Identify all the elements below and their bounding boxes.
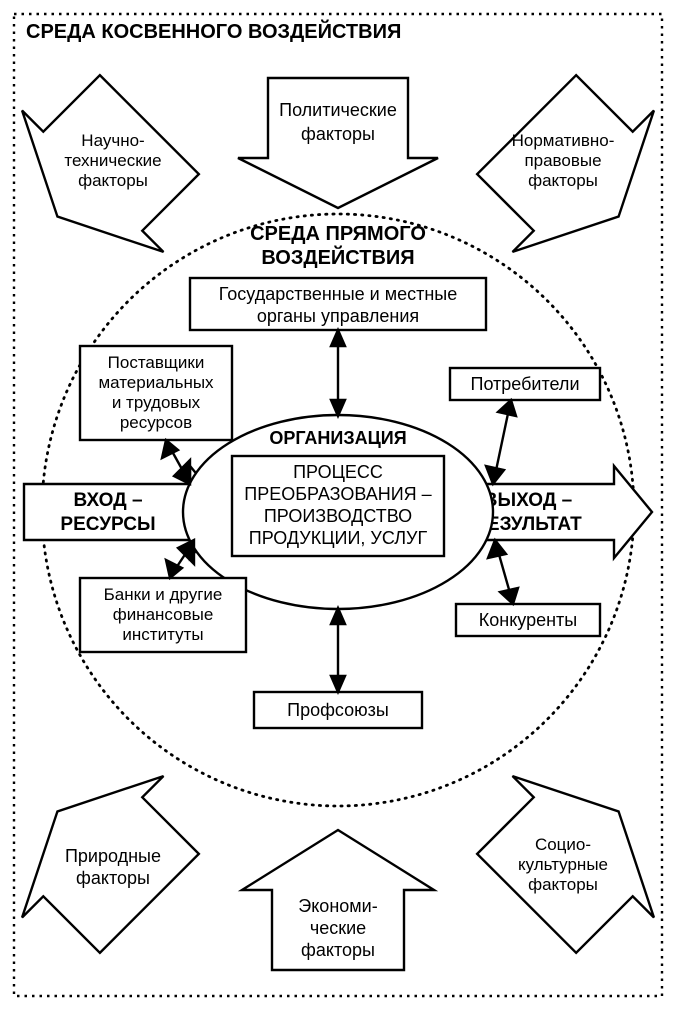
svg-text:ресурсов: ресурсов — [120, 413, 192, 432]
svg-text:ческие: ческие — [310, 918, 366, 938]
diagram-svg: СРЕДА КОСВЕННОГО ВОЗДЕЙСТВИЯ СРЕДА ПРЯМО… — [0, 0, 676, 1010]
svg-text:институты: институты — [122, 625, 203, 644]
svg-text:Научно-: Научно- — [81, 131, 144, 150]
svg-text:факторы: факторы — [301, 124, 375, 144]
direct-env-title-2: ВОЗДЕЙСТВИЯ — [261, 245, 414, 269]
box-banks: Банки и другие финансовые институты — [80, 578, 246, 652]
box-government: Государственные и местные органы управле… — [190, 278, 486, 330]
svg-text:финансовые: финансовые — [113, 605, 214, 624]
svg-text:Потребители: Потребители — [471, 374, 580, 394]
svg-text:факторы: факторы — [78, 171, 148, 190]
svg-text:факторы: факторы — [76, 868, 150, 888]
svg-text:ВЫХОД –: ВЫХОД – — [484, 490, 572, 511]
svg-text:материальных: материальных — [98, 373, 214, 392]
box-competitors: Конкуренты — [456, 604, 600, 636]
svg-text:Экономи-: Экономи- — [298, 896, 377, 916]
svg-text:факторы: факторы — [528, 171, 598, 190]
svg-text:Конкуренты: Конкуренты — [479, 610, 577, 630]
factor-economic: Экономи- ческие факторы — [242, 830, 434, 970]
box-consumers: Потребители — [450, 368, 600, 400]
process-l4: ПРОДУКЦИИ, УСЛУГ — [249, 528, 428, 548]
svg-text:органы управления: органы управления — [257, 306, 419, 326]
diagram-root: СРЕДА КОСВЕННОГО ВОЗДЕЙСТВИЯ СРЕДА ПРЯМО… — [0, 0, 676, 1010]
svg-text:правовые: правовые — [524, 151, 601, 170]
svg-text:Профсоюзы: Профсоюзы — [287, 700, 389, 720]
process-l2: ПРЕОБРАЗОВАНИЯ – — [244, 484, 431, 504]
svg-text:Поставщики: Поставщики — [108, 353, 205, 372]
svg-text:факторы: факторы — [301, 940, 375, 960]
svg-text:Социо-: Социо- — [535, 835, 591, 854]
indirect-env-title: СРЕДА КОСВЕННОГО ВОЗДЕЙСТВИЯ — [26, 19, 401, 43]
svg-text:Банки и другие: Банки и другие — [104, 585, 223, 604]
process-l3: ПРОИЗВОДСТВО — [264, 506, 412, 526]
factor-political: Политические факторы — [238, 78, 438, 208]
svg-text:Природные: Природные — [65, 846, 161, 866]
svg-text:Нормативно-: Нормативно- — [512, 131, 615, 150]
svg-text:Политические: Политические — [279, 100, 397, 120]
svg-text:ВХОД –: ВХОД – — [73, 490, 142, 511]
svg-text:и трудовых: и трудовых — [112, 393, 201, 412]
process-l1: ПРОЦЕСС — [293, 462, 383, 482]
svg-text:РЕСУРСЫ: РЕСУРСЫ — [60, 514, 155, 535]
box-suppliers: Поставщики материальных и трудовых ресур… — [80, 346, 232, 440]
svg-text:технические: технические — [64, 151, 161, 170]
svg-text:Государственные и местные: Государственные и местные — [219, 284, 458, 304]
organization-title: ОРГАНИЗАЦИЯ — [269, 428, 406, 448]
direct-env-title-1: СРЕДА ПРЯМОГО — [250, 223, 426, 245]
svg-text:факторы: факторы — [528, 875, 598, 894]
svg-text:культурные: культурные — [518, 855, 608, 874]
box-unions: Профсоюзы — [254, 692, 422, 728]
